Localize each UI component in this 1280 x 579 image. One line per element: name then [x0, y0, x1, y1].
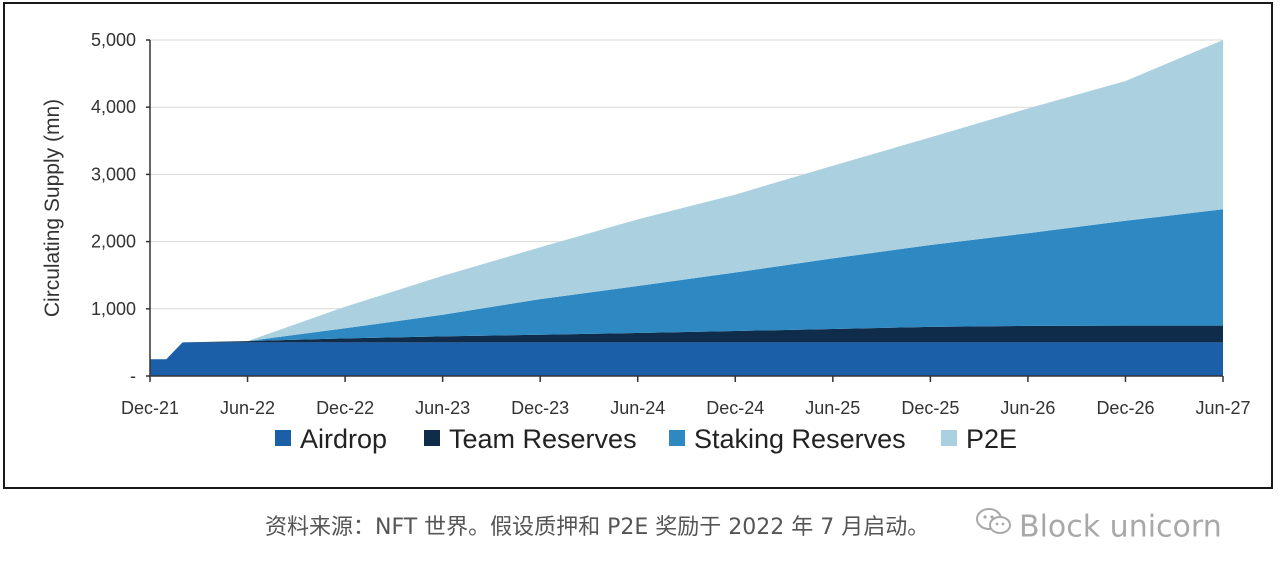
y-tick-label: 1,000	[91, 299, 136, 319]
x-tick-label: Jun-23	[415, 398, 470, 418]
legend-label-p2e: P2E	[966, 424, 1017, 454]
area-airdrop	[150, 342, 1223, 376]
y-tick-labels: - 1,000 2,000 3,000 4,000 5,000	[91, 30, 136, 386]
x-tick-label: Dec-23	[511, 398, 569, 418]
chart-frame: -1,000 2,000 3,000 4,000 5,000 Dec-21 Jun-22 D…	[3, 2, 1273, 489]
y-tick-label: 4,000	[91, 97, 136, 117]
y-axis-title: Circulating Supply (mn)	[41, 99, 64, 317]
y-tick-label: 5,000	[91, 30, 136, 50]
legend-swatch-p2e	[941, 430, 957, 446]
wechat-icon	[975, 506, 1013, 549]
legend-label-staking-reserves: Staking Reserves	[694, 424, 906, 454]
x-tick-label: Jun-22	[220, 398, 275, 418]
area-layer	[150, 40, 1223, 376]
watermark-text: Block unicorn	[1019, 509, 1222, 545]
y-tick-label: -	[130, 366, 136, 386]
source-caption: 资料来源：NFT 世界。假设质押和 P2E 奖励于 2022 年 7 月启动。	[265, 515, 930, 540]
x-tick-label: Dec-25	[901, 398, 959, 418]
axis-layer	[146, 39, 1224, 382]
area-team-reserves	[150, 325, 1223, 360]
legend-swatch-airdrop	[275, 430, 291, 446]
watermark: Block unicorn	[975, 506, 1222, 546]
legend-swatch-staking-reserves	[669, 430, 685, 446]
x-tick-label: Jun-25	[805, 398, 860, 418]
x-tick-label: Dec-24	[706, 398, 764, 418]
area-staking-reserves	[150, 209, 1223, 360]
legend: Airdrop Team Reserves Staking Reserves P2E	[275, 424, 1017, 454]
x-tick-label: Dec-26	[1096, 398, 1154, 418]
y-tick-label: 3,000	[91, 164, 136, 184]
area-p2e	[150, 40, 1223, 360]
x-tick-label: Dec-22	[316, 398, 374, 418]
x-tick-label: Dec-21	[121, 398, 179, 418]
x-tick-labels: Dec-21 Jun-22 Dec-22 Jun-23 Dec-23 Jun-24 Dec-…	[121, 398, 1251, 418]
legend-label-team-reserves: Team Reserves	[449, 424, 637, 454]
x-tick-label: Jun-24	[610, 398, 665, 418]
y-tick-label: 2,000	[91, 232, 136, 252]
x-tick-label: Jun-27	[1195, 398, 1250, 418]
legend-label-airdrop: Airdrop	[300, 424, 387, 454]
legend-swatch-team-reserves	[424, 430, 440, 446]
x-tick-label: Jun-26	[1000, 398, 1055, 418]
